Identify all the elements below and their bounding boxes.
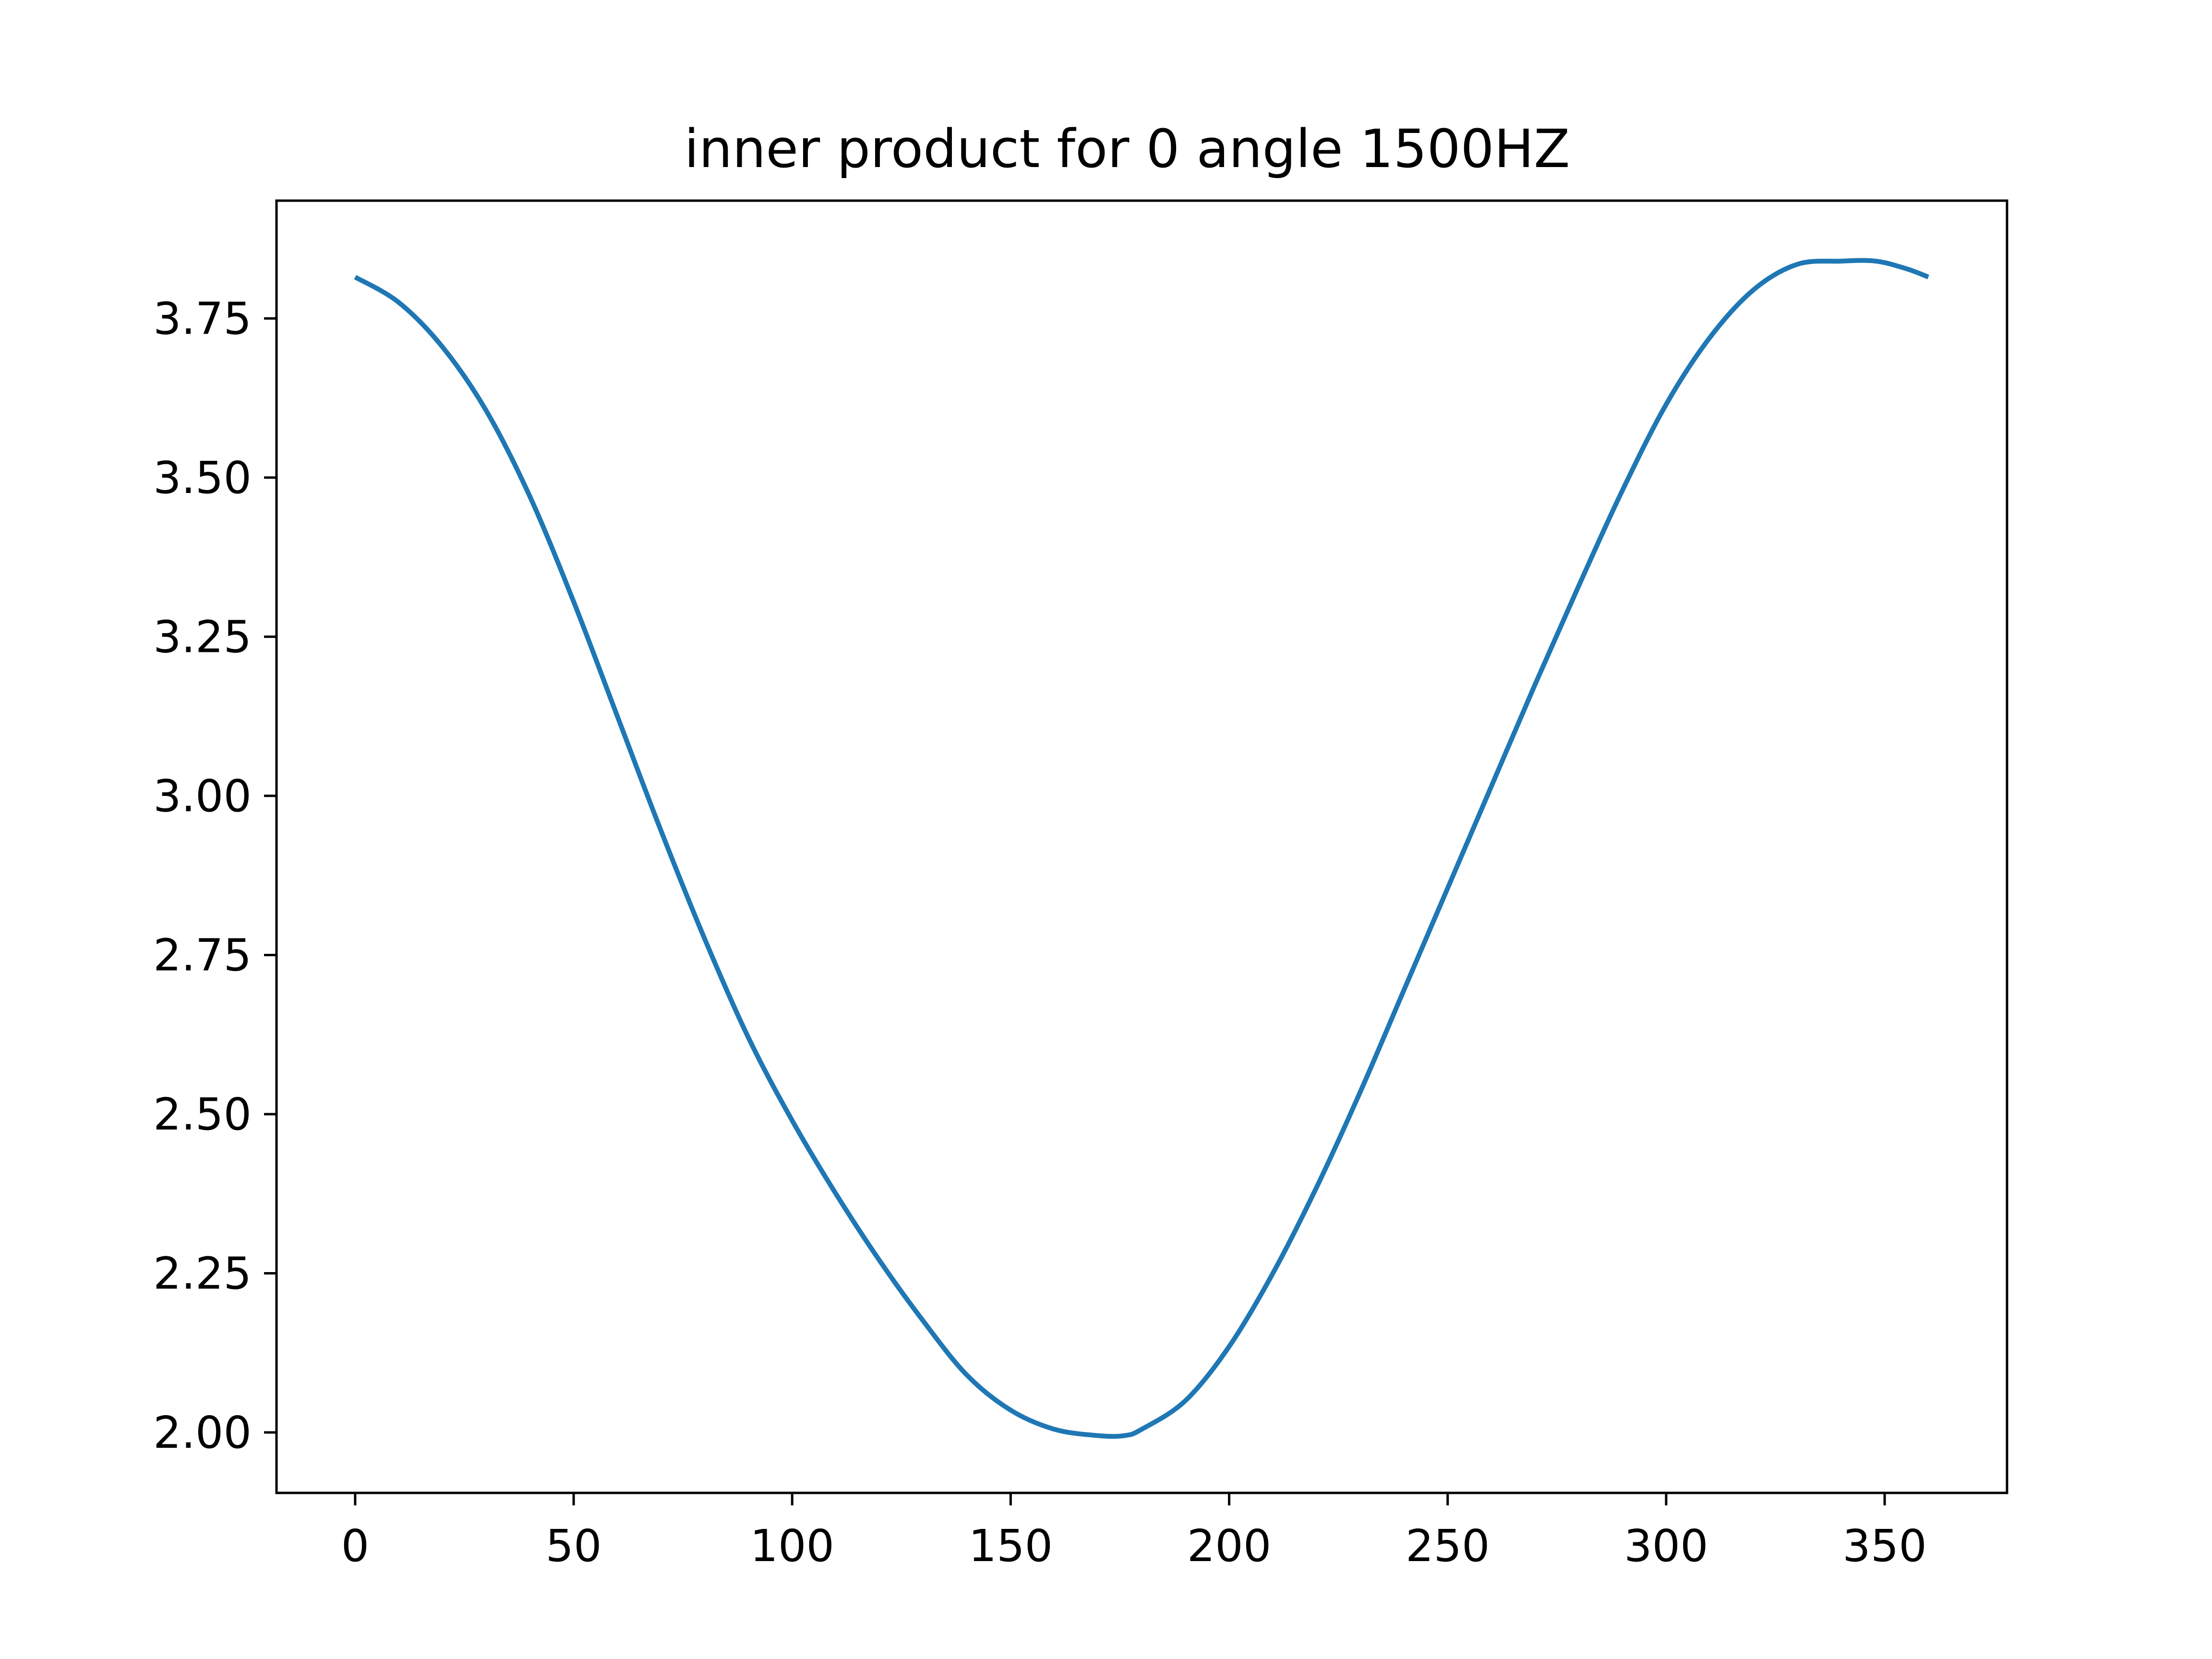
y-tick-label: 3.00 [153,770,252,822]
y-tick-label: 3.75 [153,293,252,344]
y-tick-label: 2.75 [153,929,252,981]
x-tick-label: 250 [1406,1520,1490,1572]
chart-title: inner product for 0 angle 1500HZ [684,118,1570,180]
x-tick-label: 100 [750,1520,834,1572]
y-tick-label: 3.50 [153,452,252,504]
x-tick-label: 50 [546,1520,602,1572]
x-tick-label: 200 [1187,1520,1272,1572]
y-tick-label: 2.25 [153,1248,252,1299]
y-tick-label: 2.00 [153,1407,252,1458]
x-tick-label: 350 [1842,1520,1927,1572]
y-tick-label: 3.25 [153,611,252,662]
x-tick-label: 0 [341,1520,370,1572]
x-axis-ticks: 0 50 100 150 200 250 300 350 [341,1493,1927,1572]
x-tick-label: 150 [969,1520,1053,1572]
y-tick-label: 2.50 [153,1089,252,1140]
y-axis-ticks: 2.00 2.25 2.50 2.75 3.00 3.25 3.50 3.75 [153,293,276,1458]
plot-frame [275,199,2008,1494]
x-tick-label: 300 [1624,1520,1708,1572]
series-line [354,258,1929,1439]
